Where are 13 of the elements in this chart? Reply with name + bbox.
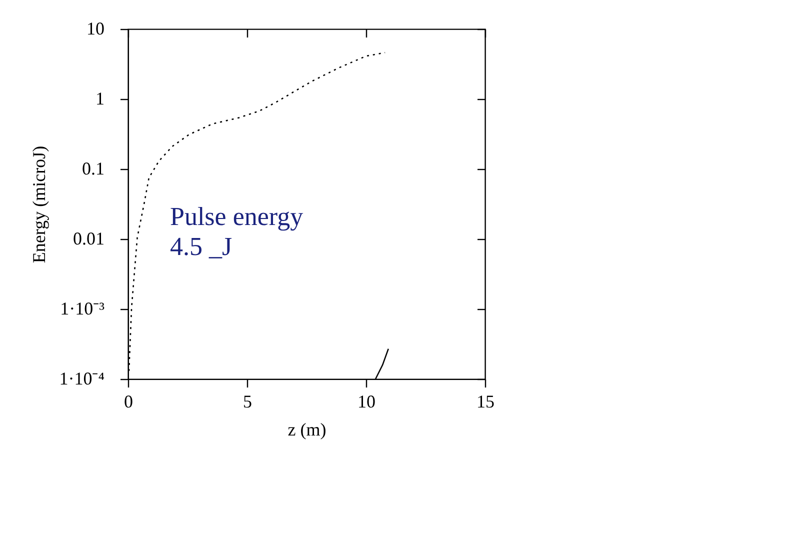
- x-tick-label: 0: [124, 392, 133, 412]
- x-tick-label: 5: [243, 392, 252, 412]
- x-tick-label: 10: [358, 392, 376, 412]
- y-tick-label: 0.01: [73, 228, 104, 248]
- y-axis-title: Energy (microJ): [29, 146, 50, 264]
- y-tick-label: 10: [86, 18, 104, 38]
- annotation: Pulse energy 4.5 _J: [170, 202, 304, 261]
- y-tick-label: 0.1: [82, 158, 104, 178]
- y-tick-label: 1·10⁻³: [60, 298, 106, 318]
- y-tick-label: 1: [96, 88, 104, 108]
- x-tick-label: 15: [476, 392, 494, 412]
- y-tick-label: 1·10⁻⁴: [59, 368, 104, 388]
- x-axis-title: z (m): [288, 420, 326, 440]
